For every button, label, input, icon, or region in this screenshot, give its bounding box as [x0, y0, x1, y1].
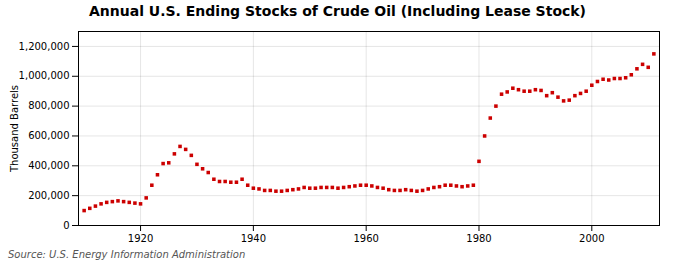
svg-text:400,000: 400,000 [28, 160, 69, 171]
html-text:Annual U.S. Ending Stocks of C: Annual U.S. Ending Stocks of Crude Oil (… [89, 3, 586, 19]
svg-text:1,000,000: 1,000,000 [19, 70, 70, 81]
html-text:Source: U.S. Energy Informatio: Source: U.S. Energy Information Administ… [8, 249, 246, 260]
svg-text:200,000: 200,000 [28, 190, 69, 201]
svg-text:1920: 1920 [128, 233, 153, 244]
svg-text:600,000: 600,000 [28, 130, 69, 141]
svg-text:800,000: 800,000 [28, 100, 69, 111]
svg-text:1960: 1960 [353, 233, 378, 244]
svg-text:0: 0 [63, 220, 69, 231]
svg-text:2000: 2000 [579, 233, 604, 244]
svg-text:1,200,000: 1,200,000 [19, 41, 70, 52]
svg-text:1980: 1980 [466, 233, 491, 244]
svg-text:1940: 1940 [241, 233, 266, 244]
svg-text:Thousand Barrels: Thousand Barrels [9, 85, 20, 173]
